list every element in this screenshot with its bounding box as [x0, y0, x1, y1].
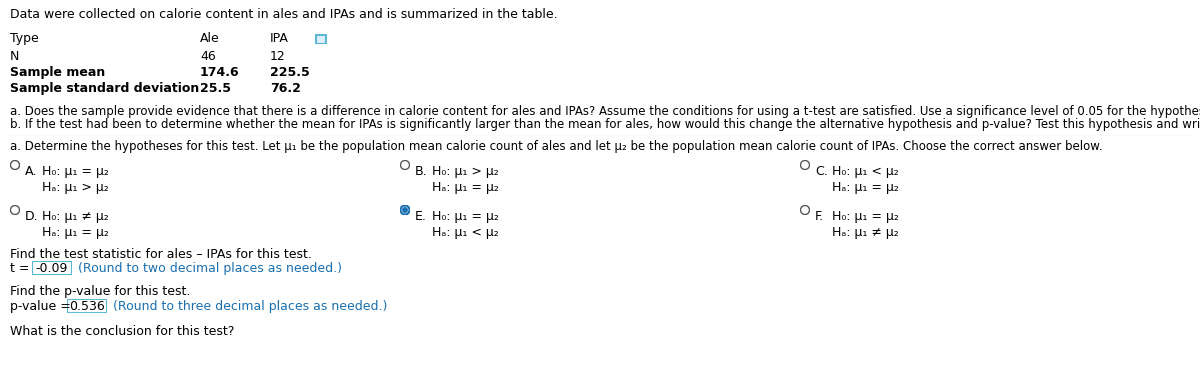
Text: a. Determine the hypotheses for this test. Let μ₁ be the population mean calorie: a. Determine the hypotheses for this tes…: [10, 140, 1103, 153]
Text: Find the p-value for this test.: Find the p-value for this test.: [10, 285, 191, 298]
Text: H₀: μ₁ = μ₂: H₀: μ₁ = μ₂: [42, 165, 109, 178]
Text: Hₐ: μ₁ = μ₂: Hₐ: μ₁ = μ₂: [42, 226, 109, 239]
Text: (Round to three decimal places as needed.): (Round to three decimal places as needed…: [109, 300, 388, 313]
Text: H₀: μ₁ = μ₂: H₀: μ₁ = μ₂: [832, 210, 899, 223]
Text: 25.5: 25.5: [200, 82, 230, 95]
Text: H₀: μ₁ ≠ μ₂: H₀: μ₁ ≠ μ₂: [42, 210, 109, 223]
Text: H₀: μ₁ = μ₂: H₀: μ₁ = μ₂: [432, 210, 499, 223]
Text: Hₐ: μ₁ < μ₂: Hₐ: μ₁ < μ₂: [432, 226, 499, 239]
Text: What is the conclusion for this test?: What is the conclusion for this test?: [10, 325, 234, 338]
Text: Ale: Ale: [200, 32, 220, 45]
Circle shape: [403, 208, 407, 212]
Text: D.: D.: [25, 210, 38, 223]
Text: Data were collected on calorie content in ales and IPAs and is summarized in the: Data were collected on calorie content i…: [10, 8, 558, 21]
FancyBboxPatch shape: [67, 299, 107, 313]
Text: C.: C.: [815, 165, 828, 178]
FancyBboxPatch shape: [316, 34, 326, 44]
Text: -0.09: -0.09: [36, 262, 68, 275]
Text: F.: F.: [815, 210, 824, 223]
Text: t =: t =: [10, 262, 34, 275]
Text: (Round to two decimal places as needed.): (Round to two decimal places as needed.): [74, 262, 342, 275]
Text: b. If the test had been to determine whether the mean for IPAs is significantly : b. If the test had been to determine whe…: [10, 118, 1200, 131]
Text: Hₐ: μ₁ = μ₂: Hₐ: μ₁ = μ₂: [832, 181, 899, 194]
Text: B.: B.: [415, 165, 427, 178]
Text: E.: E.: [415, 210, 427, 223]
Text: Hₐ: μ₁ = μ₂: Hₐ: μ₁ = μ₂: [432, 181, 499, 194]
Text: Find the test statistic for ales – IPAs for this test.: Find the test statistic for ales – IPAs …: [10, 248, 312, 261]
Text: IPA: IPA: [270, 32, 289, 45]
Text: Hₐ: μ₁ > μ₂: Hₐ: μ₁ > μ₂: [42, 181, 109, 194]
Text: a. Does the sample provide evidence that there is a difference in calorie conten: a. Does the sample provide evidence that…: [10, 105, 1200, 118]
Text: N: N: [10, 50, 19, 63]
Text: 0.536: 0.536: [70, 300, 104, 312]
Text: 76.2: 76.2: [270, 82, 301, 95]
FancyBboxPatch shape: [32, 261, 72, 275]
Text: p-value =: p-value =: [10, 300, 74, 313]
Text: Sample standard deviation: Sample standard deviation: [10, 82, 199, 95]
Text: H₀: μ₁ > μ₂: H₀: μ₁ > μ₂: [432, 165, 499, 178]
Text: H₀: μ₁ < μ₂: H₀: μ₁ < μ₂: [832, 165, 899, 178]
Text: 12: 12: [270, 50, 286, 63]
Text: Sample mean: Sample mean: [10, 66, 106, 79]
Text: Hₐ: μ₁ ≠ μ₂: Hₐ: μ₁ ≠ μ₂: [832, 226, 899, 239]
Text: 225.5: 225.5: [270, 66, 310, 79]
Text: 174.6: 174.6: [200, 66, 240, 79]
Text: A.: A.: [25, 165, 37, 178]
Text: 46: 46: [200, 50, 216, 63]
Text: Type: Type: [10, 32, 38, 45]
